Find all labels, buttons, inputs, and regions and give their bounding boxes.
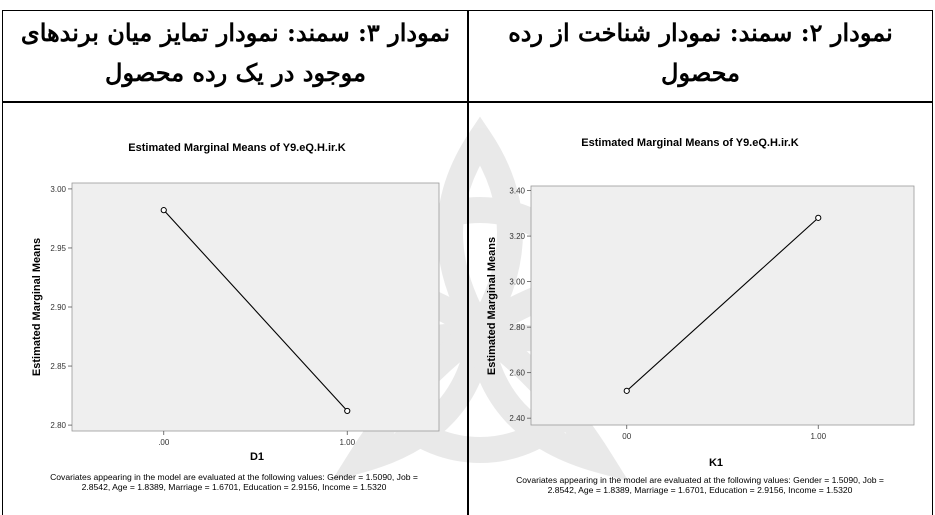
column-divider: [467, 11, 469, 515]
y-tick-label: 3.20: [509, 232, 525, 241]
chart-3-d1: Estimated Marginal Means of Y9.eQ.H.ir.K…: [2, 93, 463, 505]
x-tick-label: 00: [622, 432, 631, 441]
y-tick-label: 2.90: [50, 303, 66, 312]
series-line: [163, 209, 348, 412]
header-divider: [3, 101, 932, 103]
plot-area: [71, 182, 440, 432]
y-axis-label: Estimated Marginal Means: [31, 238, 43, 376]
chart-title: Estimated Marginal Means of Y9.eQ.H.ir.K: [581, 137, 798, 149]
chart-2-svg: Estimated Marginal Means of Y9.eQ.H.ir.K…: [486, 137, 915, 495]
chart-3-svg: Estimated Marginal Means of Y9.eQ.H.ir.K…: [31, 142, 440, 492]
y-tick-label: 2.80: [509, 323, 525, 332]
chart-title: Estimated Marginal Means of Y9.eQ.H.ir.K: [128, 142, 345, 154]
x-axis-label: K1: [709, 457, 723, 469]
header-chart-3: نمودار ۳: سمند: نمودار تمایز میان برندها…: [20, 18, 451, 87]
covariates-note: Covariates appearing in the model are ev…: [516, 475, 884, 495]
y-axis-label: Estimated Marginal Means: [486, 237, 498, 375]
plot-area: [530, 185, 915, 426]
header-chart-2: نمودار ۲: سمند: نمودار شناخت از رده محصو…: [508, 18, 893, 87]
covariates-note: Covariates appearing in the model are ev…: [50, 472, 418, 492]
y-tick-label: 3.00: [50, 185, 66, 194]
data-point: [623, 387, 630, 394]
y-tick-label: 2.95: [50, 244, 66, 253]
y-tick-label: 2.60: [509, 369, 525, 378]
chart-2-k1: Estimated Marginal Means of Y9.eQ.H.ir.K…: [468, 93, 929, 505]
data-point: [160, 207, 167, 214]
x-tick-label: 1.00: [339, 438, 355, 447]
x-tick-label: 1.00: [810, 432, 826, 441]
x-axis-label: D1: [250, 451, 264, 463]
x-tick-label: .00: [158, 438, 170, 447]
cropped-text-strip: [0, 0, 935, 9]
data-point: [344, 407, 351, 415]
y-tick-label: 3.00: [509, 278, 525, 287]
y-tick-label: 3.40: [509, 187, 525, 196]
figure-table: نمودار ۳: سمند: نمودار تمایز میان برندها…: [2, 10, 933, 515]
data-point: [815, 214, 822, 221]
y-tick-label: 2.85: [50, 362, 66, 371]
y-tick-label: 2.40: [509, 414, 525, 423]
series-line: [626, 217, 819, 392]
y-tick-label: 2.80: [50, 421, 66, 430]
